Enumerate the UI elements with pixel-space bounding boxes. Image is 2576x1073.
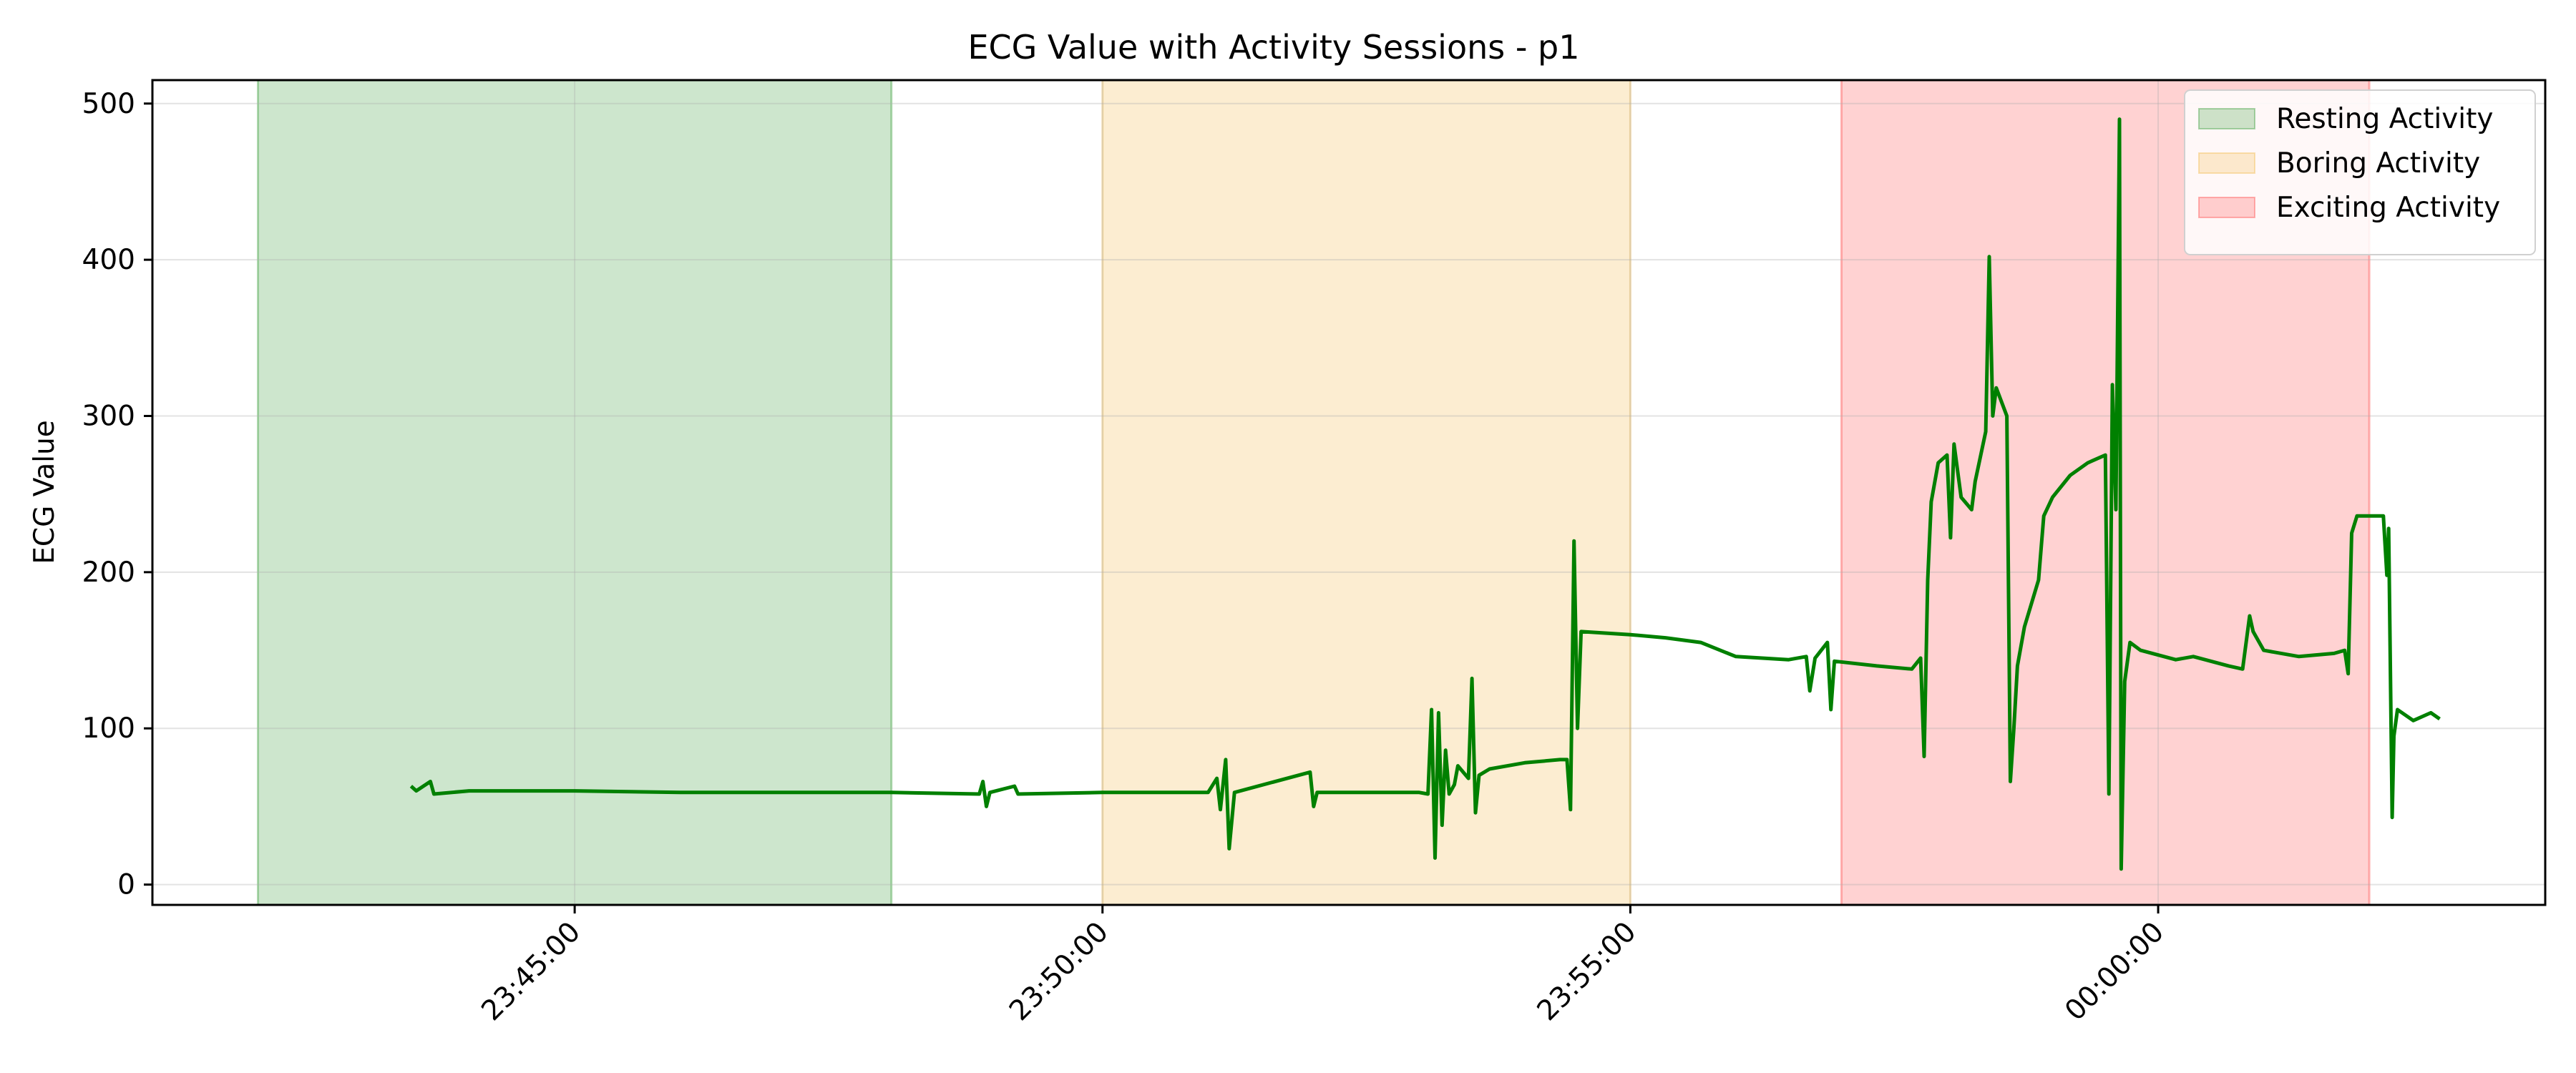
legend-swatch-2 — [2198, 152, 2255, 174]
y-tick-label: 0 — [117, 869, 135, 901]
ecg-series-line — [409, 117, 2441, 871]
y-tick-label: 500 — [82, 88, 135, 120]
chart-title: ECG Value with Activity Sessions - p1 — [967, 28, 1579, 67]
legend-swatch-3 — [2198, 197, 2255, 218]
series-layer — [409, 117, 2441, 871]
y-tick-label: 200 — [82, 557, 135, 589]
activity-band-2 — [1101, 79, 1631, 906]
y-axis-ticks: 0 100 200 300 400 500 — [82, 88, 152, 901]
grid-lines — [152, 80, 2545, 905]
legend-label-1: Resting Activity — [2276, 103, 2494, 135]
activity-band-1 — [257, 79, 893, 906]
legend-swatch-1 — [2198, 108, 2255, 129]
y-tick-label: 100 — [82, 712, 135, 745]
y-tick-label: 400 — [82, 244, 135, 276]
plot-frame — [151, 79, 2547, 906]
legend-box — [2184, 89, 2536, 255]
y-tick-label: 300 — [82, 400, 135, 432]
y-axis-label: ECG Value — [29, 420, 61, 564]
legend-label-2: Boring Activity — [2276, 147, 2480, 180]
legend-label-3: Exciting Activity — [2276, 192, 2500, 224]
legend: Resting Activity Boring Activity Exciting … — [2184, 89, 2536, 255]
